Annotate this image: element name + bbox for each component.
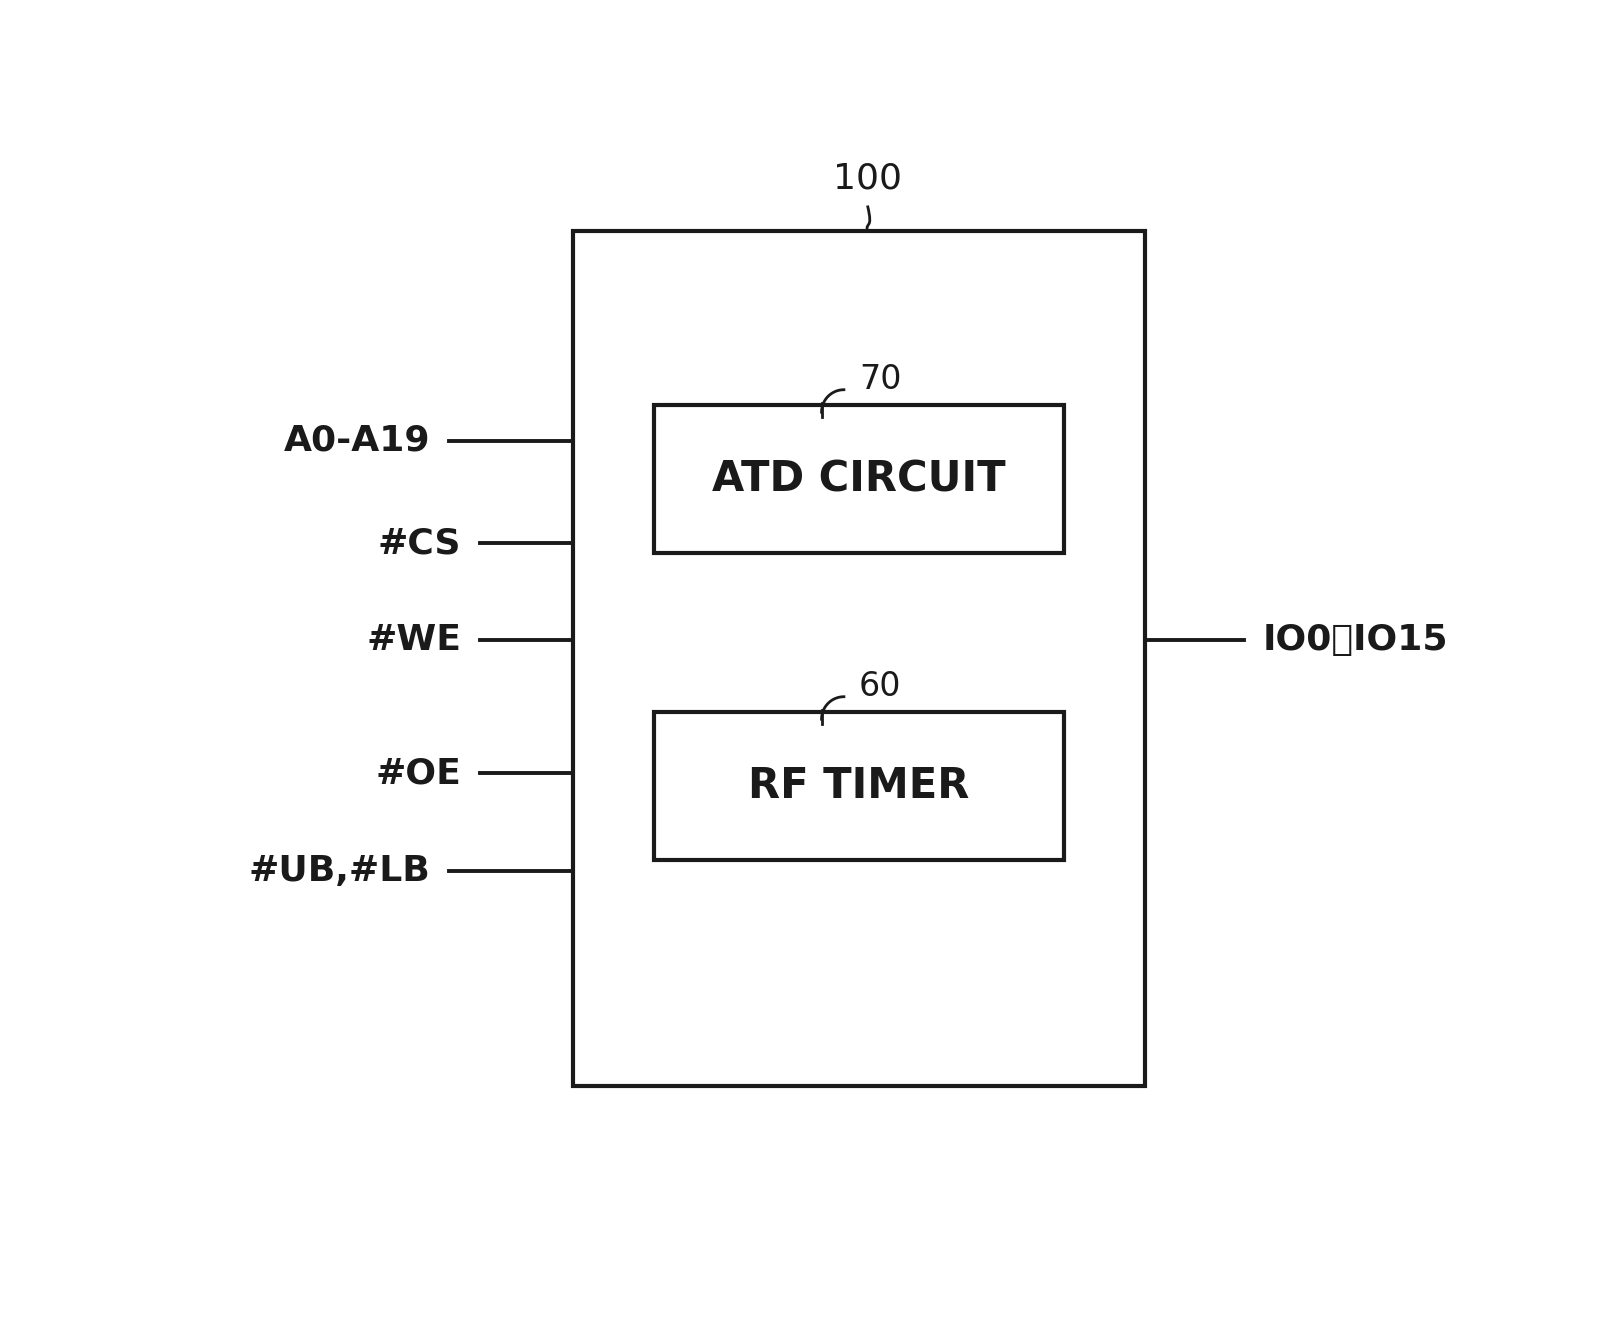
Text: #CS: #CS bbox=[378, 526, 462, 561]
Text: A0-A19: A0-A19 bbox=[284, 424, 430, 459]
Text: #UB,#LB: #UB,#LB bbox=[248, 853, 430, 888]
Text: #OE: #OE bbox=[375, 756, 462, 791]
Text: ATD CIRCUIT: ATD CIRCUIT bbox=[712, 459, 1005, 500]
Bar bbox=[574, 231, 1145, 1086]
Bar bbox=[654, 712, 1064, 860]
Text: 60: 60 bbox=[859, 670, 901, 703]
Bar bbox=[654, 405, 1064, 553]
Text: IO0～IO15: IO0～IO15 bbox=[1263, 623, 1448, 658]
Text: RF TIMER: RF TIMER bbox=[749, 766, 970, 807]
Text: 70: 70 bbox=[859, 363, 901, 396]
Text: 100: 100 bbox=[834, 161, 902, 195]
Text: #WE: #WE bbox=[365, 623, 462, 658]
